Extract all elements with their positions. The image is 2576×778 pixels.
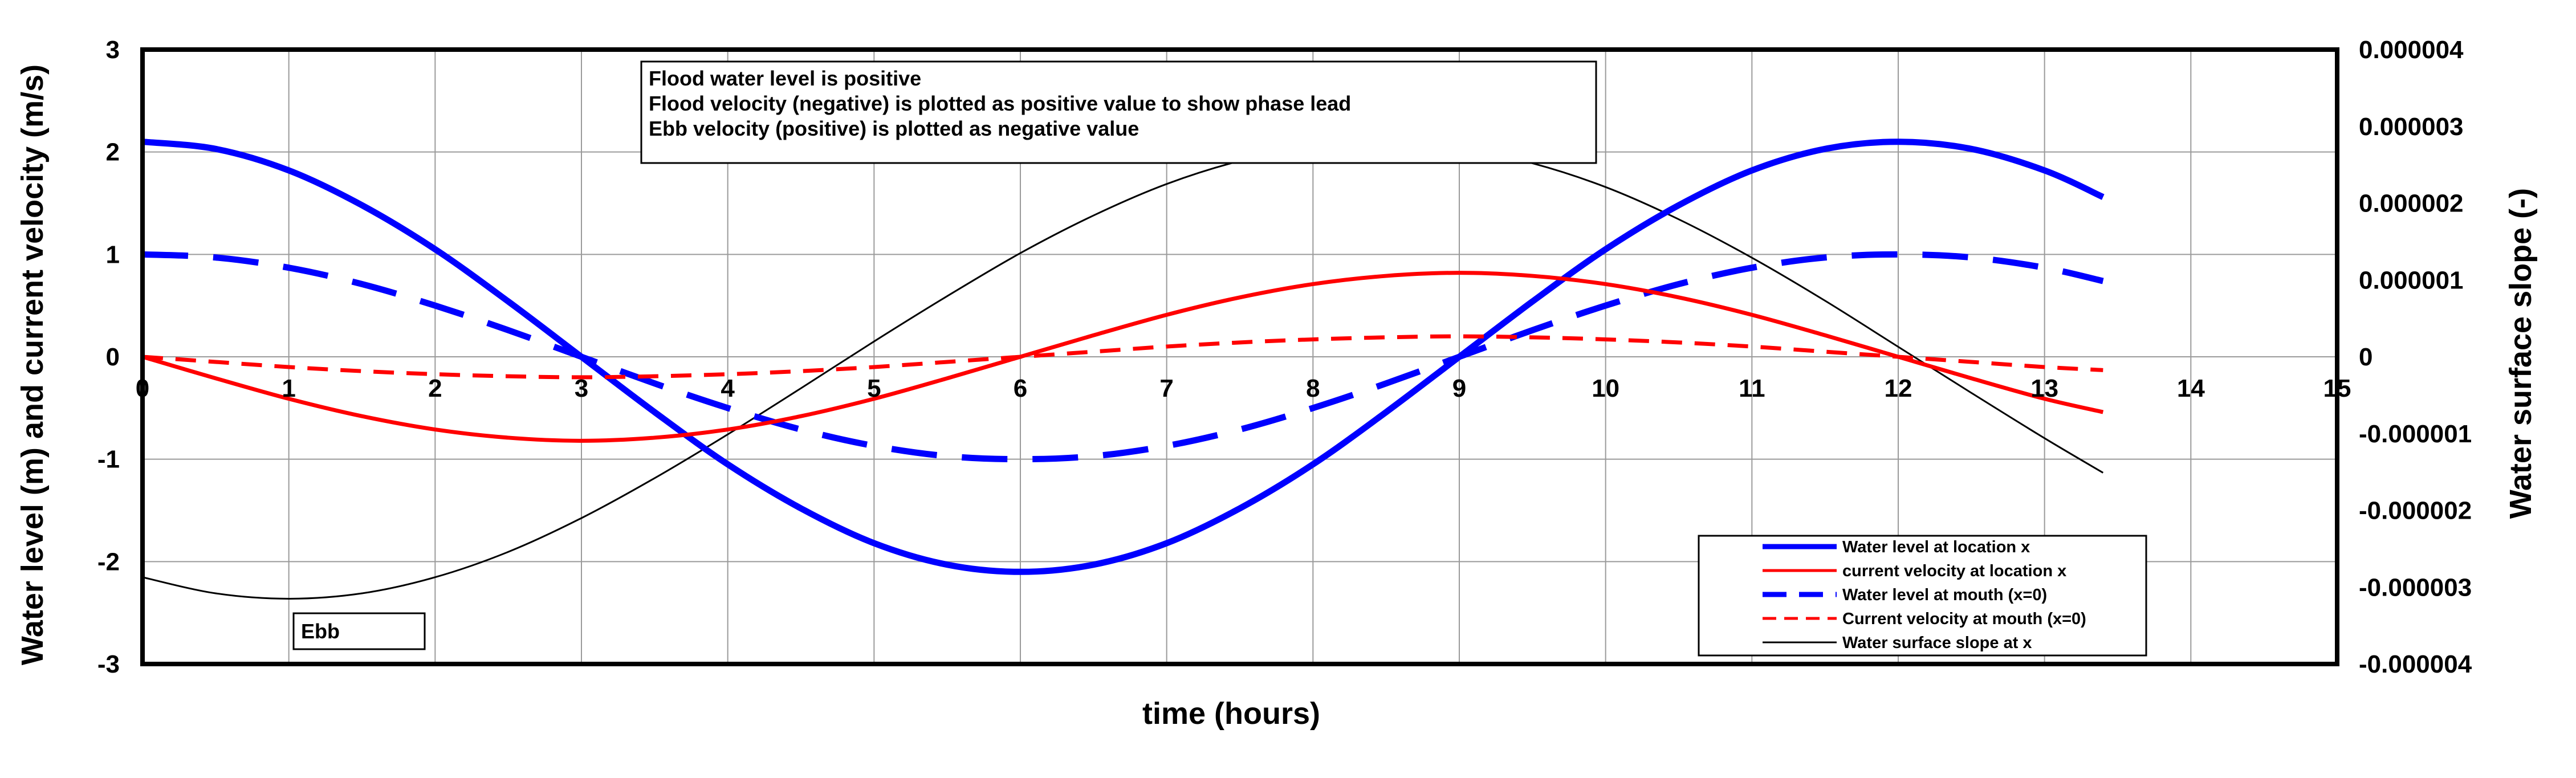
left-tick-label: -3	[97, 650, 120, 678]
legend-label-4: Water surface slope at x	[1842, 634, 2032, 652]
note-line-2: Flood velocity (negative) is plotted as …	[649, 92, 1351, 115]
x-axis-title: time (hours)	[1142, 696, 1320, 731]
right-tick-label: 0.000003	[2359, 113, 2464, 141]
right-tick-label: -0.000001	[2359, 420, 2472, 448]
x-tick-label: 14	[2177, 374, 2205, 402]
x-tick-label: 13	[2030, 374, 2058, 402]
plot-frame	[140, 47, 2339, 666]
legend-label-3: Current velocity at mouth (x=0)	[1842, 610, 2086, 628]
x-tick-label: 6	[1014, 374, 1027, 402]
left-tick-label: 0	[106, 343, 120, 371]
left-tick-labels: 3 2 1 0 -1 -2 -3	[97, 36, 120, 678]
x-tick-label: 7	[1159, 374, 1173, 402]
legend: Water level at location x current velocit…	[1698, 535, 2147, 657]
left-tick-label: -2	[97, 548, 120, 576]
series-line-4	[143, 141, 2104, 600]
series-line-1	[143, 271, 2104, 443]
ebb-label: Ebb	[301, 620, 340, 643]
x-tick-labels: 0 1 2 3 4 5 6 7 8 9 10 11 12 13 14 15	[136, 374, 2351, 402]
right-tick-label: -0.000003	[2359, 573, 2472, 601]
right-tick-label: -0.000004	[2359, 650, 2472, 678]
x-tick-label: 2	[428, 374, 442, 402]
right-tick-label: 0.000002	[2359, 190, 2464, 218]
left-tick-label: 2	[106, 139, 120, 166]
note-line-3: Ebb velocity (positive) is plotted as ne…	[649, 117, 1139, 140]
series-layer	[143, 139, 2105, 600]
x-tick-label: 8	[1306, 374, 1320, 402]
right-tick-label: 0.000004	[2359, 36, 2464, 64]
right-axis-title: Water surface slope (-)	[2504, 188, 2538, 519]
x-tick-label: 0	[136, 374, 149, 402]
x-tick-label: 11	[1739, 374, 1765, 402]
left-tick-label: 1	[106, 241, 120, 268]
left-tick-label: -1	[97, 446, 120, 474]
left-axis-title: Water level (m) and current velocity (m/…	[15, 64, 50, 665]
legend-label-2: Water level at mouth (x=0)	[1842, 586, 2047, 604]
series-line-2	[143, 251, 2104, 463]
ebb-label-box: Ebb	[292, 612, 426, 650]
right-tick-labels: 0.000004 0.000003 0.000002 0.000001 0 -0.0000…	[2359, 36, 2472, 678]
note-line-1: Flood water level is positive	[649, 67, 921, 90]
x-tick-label: 1	[282, 374, 295, 402]
x-tick-label: 3	[575, 374, 588, 402]
legend-label-0: Water level at location x	[1842, 538, 2030, 556]
right-tick-label: 0	[2359, 343, 2372, 371]
x-tick-label: 10	[1592, 374, 1619, 402]
left-tick-label: 3	[106, 36, 120, 64]
x-tick-label: 12	[1885, 374, 1912, 402]
right-tick-label: 0.000001	[2359, 266, 2464, 294]
right-tick-label: -0.000002	[2359, 497, 2472, 525]
x-tick-label: 15	[2323, 374, 2351, 402]
series-line-0	[143, 139, 2105, 575]
legend-label-1: current velocity at location x	[1842, 562, 2066, 580]
notes-box: Flood water level is positive Flood velo…	[640, 60, 1597, 164]
x-tick-label: 9	[1452, 374, 1466, 402]
x-tick-label: 4	[721, 374, 735, 402]
x-tick-label: 5	[867, 374, 881, 402]
